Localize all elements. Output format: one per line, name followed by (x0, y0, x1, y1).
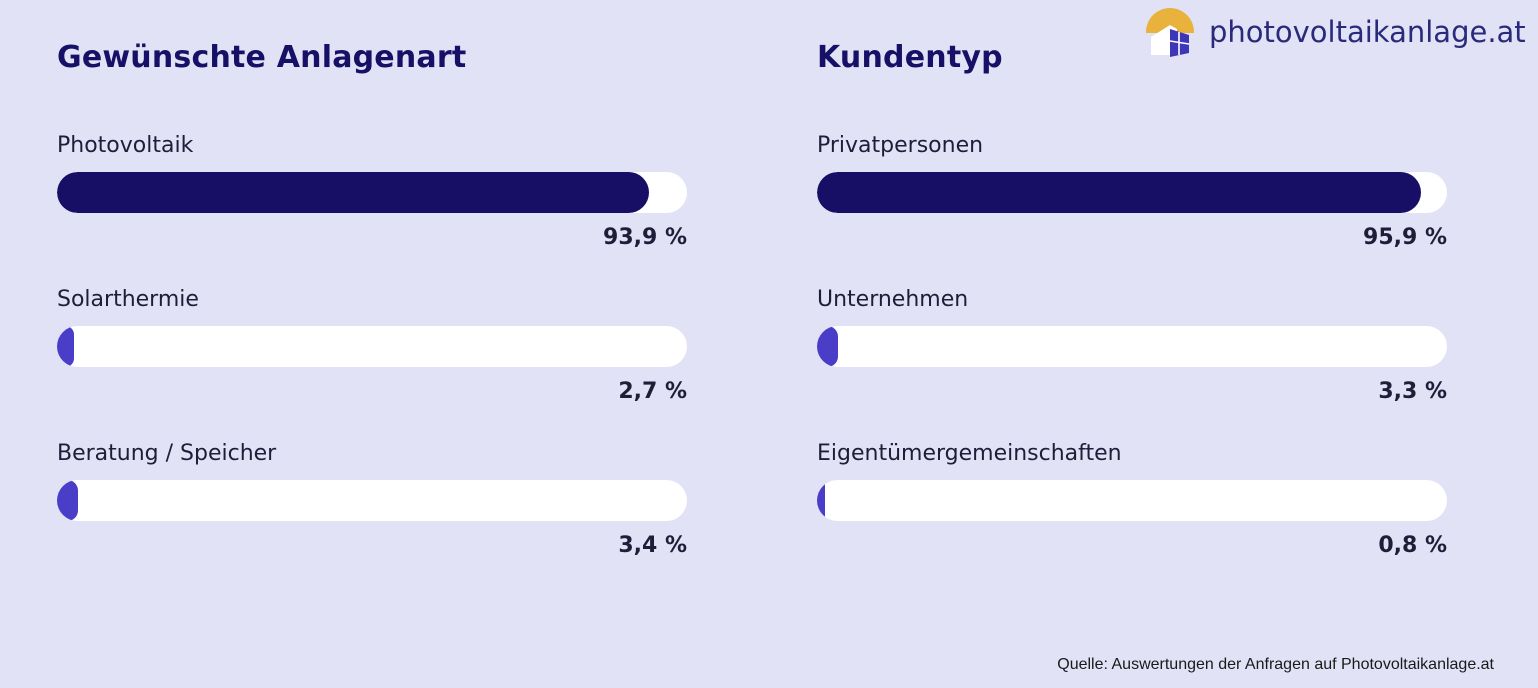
bar-track (817, 172, 1447, 213)
bar-value-label: 0,8 % (1378, 533, 1447, 558)
bar-fill (817, 172, 1422, 213)
bar-track (57, 326, 687, 367)
bar-fill (57, 480, 79, 521)
bar-label: Photovoltaik (57, 133, 194, 158)
chart-title: Gewünschte Anlagenart (57, 40, 467, 75)
bar-value-label: 93,9 % (603, 225, 687, 250)
bar-value-label: 95,9 % (1363, 225, 1447, 250)
panel-line (1169, 32, 1190, 55)
bar-fill (57, 326, 74, 367)
bar-fill (817, 480, 825, 521)
bar-label: Solarthermie (57, 287, 199, 312)
bar-item: Solarthermie 2,7 % (57, 285, 687, 405)
bar-item: Unternehmen 3,3 % (817, 285, 1447, 405)
bar-value-label: 3,4 % (618, 533, 687, 558)
bar-label: Privatpersonen (817, 133, 984, 158)
bar-track (817, 326, 1447, 367)
sun-house-icon (1145, 8, 1195, 57)
source-note: Quelle: Auswertungen der Anfragen auf Ph… (1057, 656, 1494, 673)
bar-label: Beratung / Speicher (57, 441, 277, 466)
bar-item: Beratung / Speicher 3,4 % (57, 439, 687, 559)
bar-value-label: 2,7 % (618, 379, 687, 404)
bar-value-label: 3,3 % (1378, 379, 1447, 404)
bar-fill (57, 172, 649, 213)
bar-track (57, 172, 687, 213)
brand-logo[interactable]: photovoltaikanlage.at (1145, 7, 1530, 59)
bar-item: Eigentümergemeinschaften 0,8 % (817, 439, 1447, 559)
bar-track (57, 480, 687, 521)
bar-item: Photovoltaik 93,9 % (57, 131, 687, 251)
bar-item: Privatpersonen 95,9 % (817, 131, 1447, 251)
bar-fill (817, 326, 838, 367)
bar-track (817, 480, 1447, 521)
bar-label: Unternehmen (817, 287, 969, 312)
chart-title: Kundentyp (817, 40, 1003, 75)
bar-label: Eigentümergemeinschaften (817, 441, 1122, 466)
brand-name: photovoltaikanlage.at (1209, 15, 1526, 49)
